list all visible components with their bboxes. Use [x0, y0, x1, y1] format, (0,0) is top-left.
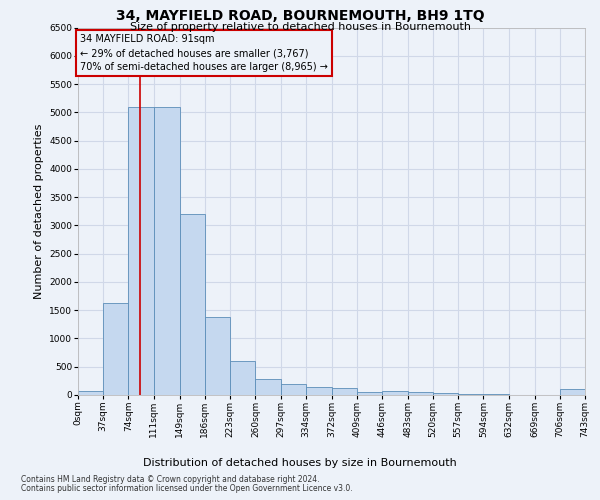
- Bar: [256, 380, 281, 395]
- Text: Distribution of detached houses by size in Bournemouth: Distribution of detached houses by size …: [143, 458, 457, 468]
- Bar: [357, 392, 382, 395]
- Bar: [382, 391, 407, 395]
- Bar: [78, 391, 103, 395]
- Text: Size of property relative to detached houses in Bournemouth: Size of property relative to detached ho…: [130, 22, 470, 32]
- Text: Contains HM Land Registry data © Crown copyright and database right 2024.: Contains HM Land Registry data © Crown c…: [21, 475, 320, 484]
- Bar: [179, 214, 205, 395]
- Y-axis label: Number of detached properties: Number of detached properties: [34, 124, 44, 299]
- Bar: [281, 384, 306, 395]
- Bar: [306, 386, 332, 395]
- Bar: [407, 392, 433, 395]
- Text: Contains public sector information licensed under the Open Government Licence v3: Contains public sector information licen…: [21, 484, 353, 493]
- Bar: [230, 361, 256, 395]
- Bar: [128, 106, 154, 395]
- Bar: [205, 318, 230, 395]
- Text: 34, MAYFIELD ROAD, BOURNEMOUTH, BH9 1TQ: 34, MAYFIELD ROAD, BOURNEMOUTH, BH9 1TQ: [116, 9, 484, 23]
- Bar: [433, 394, 458, 395]
- Bar: [458, 394, 484, 395]
- Text: 34 MAYFIELD ROAD: 91sqm
← 29% of detached houses are smaller (3,767)
70% of semi: 34 MAYFIELD ROAD: 91sqm ← 29% of detache…: [80, 34, 328, 72]
- Bar: [560, 390, 585, 395]
- Bar: [103, 303, 128, 395]
- Bar: [484, 394, 509, 395]
- Bar: [332, 388, 357, 395]
- Bar: [154, 106, 179, 395]
